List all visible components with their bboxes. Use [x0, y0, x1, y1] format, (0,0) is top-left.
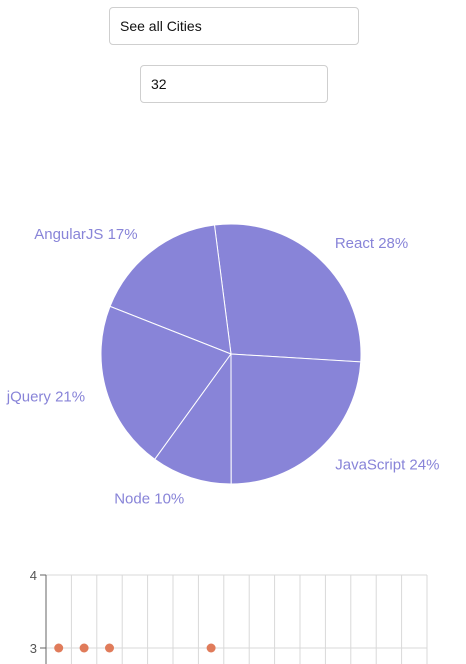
scatter-y-tick-label: 4	[30, 568, 37, 583]
scatter-point[interactable]	[206, 643, 216, 653]
scatter-y-tick-label: 3	[30, 641, 37, 656]
city-select-value: See all Cities	[120, 18, 202, 34]
scatter-point[interactable]	[54, 643, 64, 653]
pie-slice-react[interactable]	[213, 223, 362, 363]
pie-label-jquery: jQuery 21%	[6, 389, 85, 406]
city-select[interactable]: See all Cities	[109, 7, 359, 45]
pie-slice-jquery[interactable]	[100, 305, 232, 461]
scatter-point[interactable]	[79, 643, 89, 653]
number-input[interactable]: 32	[140, 65, 328, 103]
pie-label-node: Node 10%	[114, 491, 184, 508]
number-input-value: 32	[151, 76, 167, 92]
scatter-point[interactable]	[105, 643, 114, 653]
pie-slice-angularjs[interactable]	[109, 224, 232, 355]
pie-label-javascript: JavaScript 24%	[335, 457, 439, 474]
pie-slice-node[interactable]	[154, 352, 232, 485]
pie-chart: React 28% AngularJS 17% jQuery 21% Node 10%…	[6, 223, 439, 508]
pie-label-react: React 28%	[335, 235, 408, 252]
pie-label-angularjs: AngularJS 17%	[34, 226, 137, 243]
pie-slice-javascript[interactable]	[230, 353, 362, 485]
